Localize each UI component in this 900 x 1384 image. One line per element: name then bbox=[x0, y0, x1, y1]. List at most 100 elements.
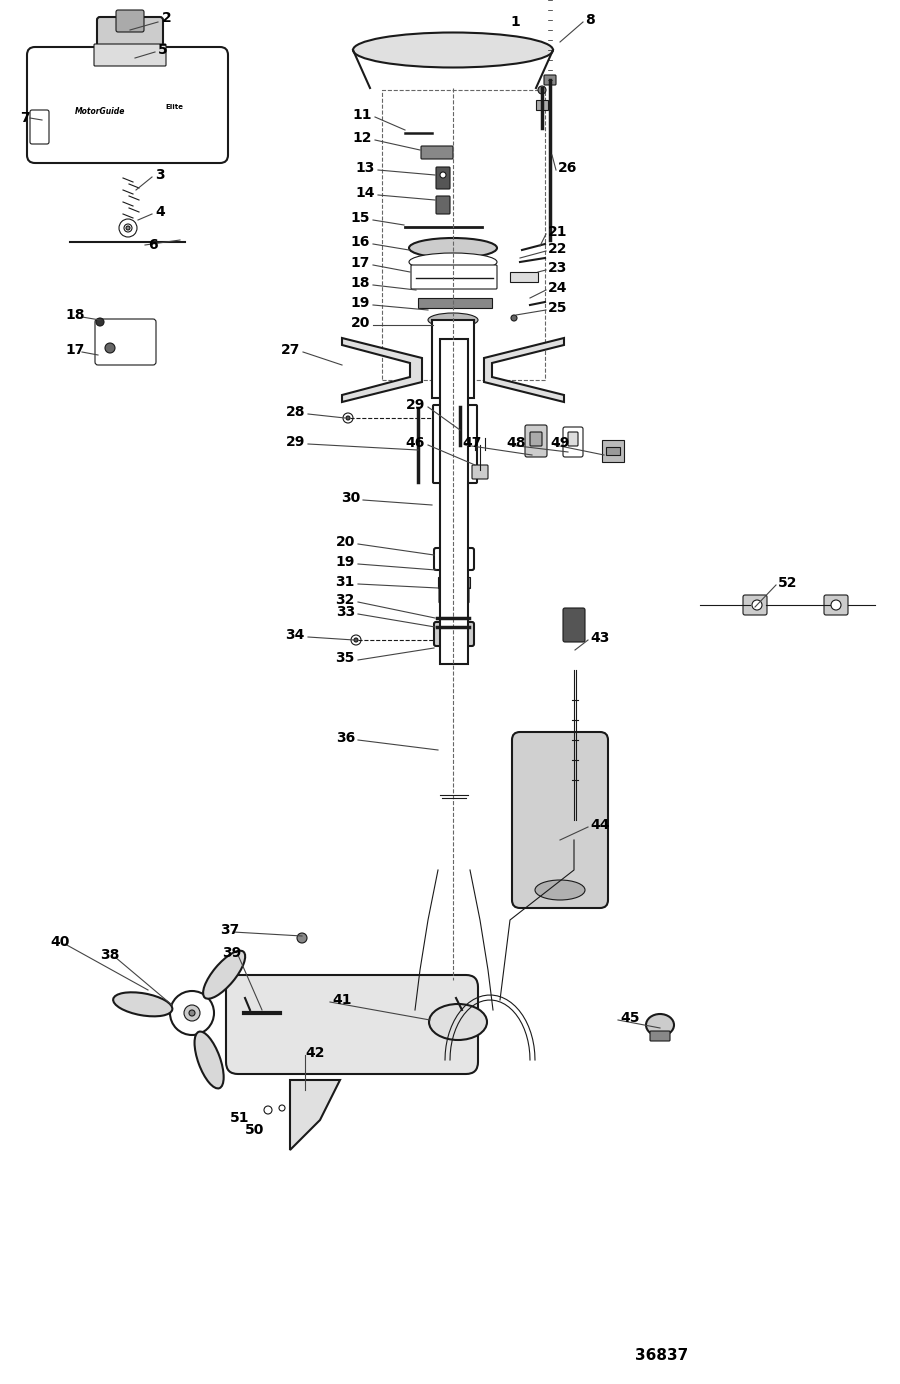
Text: 4: 4 bbox=[155, 205, 165, 219]
Text: 27: 27 bbox=[281, 343, 300, 357]
FancyBboxPatch shape bbox=[438, 577, 470, 588]
FancyBboxPatch shape bbox=[440, 339, 468, 664]
Circle shape bbox=[96, 318, 104, 327]
FancyBboxPatch shape bbox=[544, 75, 556, 84]
Text: 20: 20 bbox=[336, 536, 355, 549]
Circle shape bbox=[126, 226, 130, 230]
FancyBboxPatch shape bbox=[411, 264, 497, 289]
Circle shape bbox=[105, 343, 115, 353]
Circle shape bbox=[440, 172, 446, 179]
Text: 15: 15 bbox=[350, 210, 370, 226]
Text: 40: 40 bbox=[50, 936, 69, 949]
FancyBboxPatch shape bbox=[434, 548, 474, 570]
FancyBboxPatch shape bbox=[536, 100, 548, 109]
Text: 26: 26 bbox=[558, 161, 578, 174]
FancyBboxPatch shape bbox=[650, 1031, 670, 1041]
FancyBboxPatch shape bbox=[432, 320, 474, 399]
FancyBboxPatch shape bbox=[95, 318, 156, 365]
Text: 33: 33 bbox=[336, 605, 355, 619]
Circle shape bbox=[264, 1106, 272, 1114]
Text: 41: 41 bbox=[332, 992, 352, 1008]
Text: 16: 16 bbox=[351, 235, 370, 249]
Ellipse shape bbox=[409, 253, 497, 271]
FancyBboxPatch shape bbox=[568, 432, 578, 446]
Polygon shape bbox=[484, 338, 564, 401]
Ellipse shape bbox=[646, 1014, 674, 1037]
Text: 18: 18 bbox=[65, 309, 85, 322]
Text: 46: 46 bbox=[406, 436, 425, 450]
Text: 44: 44 bbox=[590, 818, 609, 832]
Polygon shape bbox=[290, 1080, 340, 1150]
Text: 31: 31 bbox=[336, 574, 355, 590]
Text: 11: 11 bbox=[353, 108, 372, 122]
Text: 49: 49 bbox=[550, 436, 570, 450]
FancyBboxPatch shape bbox=[563, 608, 585, 642]
FancyBboxPatch shape bbox=[434, 621, 474, 646]
FancyBboxPatch shape bbox=[824, 595, 848, 614]
Text: 29: 29 bbox=[285, 435, 305, 448]
Text: 5: 5 bbox=[158, 43, 167, 57]
FancyBboxPatch shape bbox=[116, 10, 144, 32]
Circle shape bbox=[346, 417, 350, 419]
FancyBboxPatch shape bbox=[530, 432, 542, 446]
Text: 21: 21 bbox=[548, 226, 568, 239]
Circle shape bbox=[343, 412, 353, 424]
FancyBboxPatch shape bbox=[434, 320, 474, 339]
FancyBboxPatch shape bbox=[472, 465, 488, 479]
FancyBboxPatch shape bbox=[743, 595, 767, 614]
Text: 45: 45 bbox=[620, 1010, 640, 1026]
Text: 20: 20 bbox=[351, 316, 370, 329]
FancyBboxPatch shape bbox=[97, 17, 163, 58]
Text: 2: 2 bbox=[162, 11, 172, 25]
FancyBboxPatch shape bbox=[606, 447, 620, 455]
Circle shape bbox=[351, 635, 361, 645]
Ellipse shape bbox=[535, 880, 585, 900]
Text: 36: 36 bbox=[336, 731, 355, 745]
Circle shape bbox=[831, 601, 841, 610]
Text: 43: 43 bbox=[590, 631, 609, 645]
Polygon shape bbox=[342, 338, 422, 401]
Text: 47: 47 bbox=[462, 436, 482, 450]
Text: 7: 7 bbox=[20, 111, 30, 125]
FancyBboxPatch shape bbox=[602, 440, 624, 462]
FancyBboxPatch shape bbox=[94, 44, 166, 66]
Text: 13: 13 bbox=[356, 161, 375, 174]
Text: 34: 34 bbox=[285, 628, 305, 642]
Text: 52: 52 bbox=[778, 576, 797, 590]
Text: 29: 29 bbox=[406, 399, 425, 412]
Text: MotorGuide: MotorGuide bbox=[75, 108, 125, 116]
Text: 39: 39 bbox=[222, 947, 241, 960]
Circle shape bbox=[297, 933, 307, 943]
Circle shape bbox=[189, 1010, 195, 1016]
Ellipse shape bbox=[428, 313, 478, 327]
FancyBboxPatch shape bbox=[436, 197, 450, 215]
Text: 28: 28 bbox=[285, 406, 305, 419]
Text: 1: 1 bbox=[510, 15, 520, 29]
Circle shape bbox=[752, 601, 762, 610]
Text: 35: 35 bbox=[336, 650, 355, 664]
FancyBboxPatch shape bbox=[563, 428, 583, 457]
Text: 6: 6 bbox=[148, 238, 157, 252]
FancyBboxPatch shape bbox=[418, 298, 492, 309]
FancyBboxPatch shape bbox=[556, 800, 590, 822]
Text: 3: 3 bbox=[155, 167, 165, 183]
Ellipse shape bbox=[194, 1031, 224, 1088]
Circle shape bbox=[538, 86, 546, 94]
Text: 23: 23 bbox=[548, 262, 567, 275]
Text: Elite: Elite bbox=[165, 104, 183, 109]
Text: 8: 8 bbox=[585, 12, 595, 28]
Circle shape bbox=[511, 316, 517, 321]
Text: 18: 18 bbox=[350, 275, 370, 291]
FancyBboxPatch shape bbox=[512, 732, 608, 908]
Circle shape bbox=[170, 991, 214, 1035]
FancyBboxPatch shape bbox=[433, 406, 477, 483]
Text: 24: 24 bbox=[548, 281, 568, 295]
Text: 17: 17 bbox=[351, 256, 370, 270]
FancyBboxPatch shape bbox=[421, 145, 453, 159]
Circle shape bbox=[119, 219, 137, 237]
Text: 25: 25 bbox=[548, 300, 568, 316]
Text: 12: 12 bbox=[353, 131, 372, 145]
FancyBboxPatch shape bbox=[30, 109, 49, 144]
Ellipse shape bbox=[203, 951, 245, 999]
Text: 37: 37 bbox=[220, 923, 239, 937]
